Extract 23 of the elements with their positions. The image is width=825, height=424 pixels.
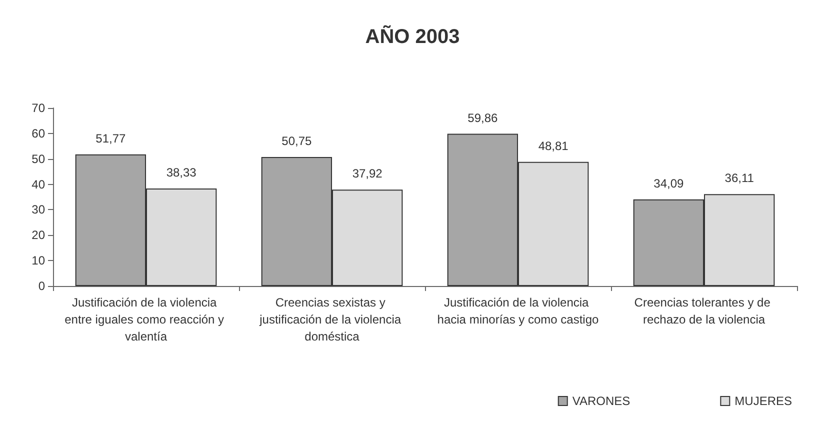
legend-label: VARONES xyxy=(572,394,630,408)
legend-label: MUJERES xyxy=(734,394,792,408)
y-tick-label: 50 xyxy=(32,152,46,166)
x-tick-label: Justificación de la violencia hacia minorías y como castigo xyxy=(437,296,600,326)
y-tick-label: 40 xyxy=(32,177,46,192)
data-label: 34,09 xyxy=(654,176,684,190)
data-label: 59,86 xyxy=(468,110,498,125)
y-tick-label: 10 xyxy=(32,254,46,268)
chart-title: AÑO 2003 xyxy=(365,25,460,48)
y-tick-label: 20 xyxy=(32,228,46,242)
x-tick-label: Creencias sexistas y justificación de la violencia doméstica xyxy=(258,296,404,344)
y-tick-label: 60 xyxy=(32,126,46,140)
data-label: 38,33 xyxy=(166,166,197,180)
data-label: 37,92 xyxy=(352,166,383,181)
data-label: 51,77 xyxy=(96,131,126,146)
data-label: 50,75 xyxy=(282,134,312,148)
y-tick-label: 30 xyxy=(32,202,46,217)
x-tick-label: Justificación de la violencia entre iguales como reacción y valentía xyxy=(64,296,228,344)
x-tick-label: Creencias tolerantes y de rechazo de la violencia xyxy=(634,296,774,326)
data-label: 48,81 xyxy=(538,138,569,153)
y-tick-label: 70 xyxy=(32,101,46,115)
y-tick-label: 0 xyxy=(38,279,46,293)
data-label: 36,11 xyxy=(724,171,754,186)
